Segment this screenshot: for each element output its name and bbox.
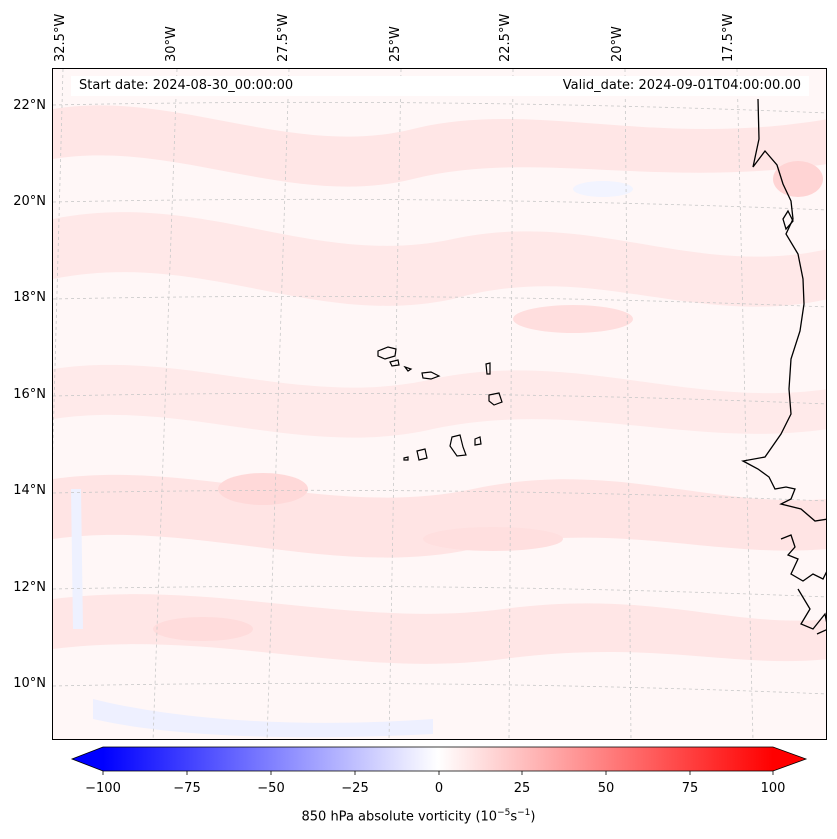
lat-label-10n: 10°N [13,676,46,691]
vorticity-streak-negative [93,699,433,738]
africa-coastline [780,534,826,635]
vorticity-streak-negative [71,489,83,629]
vorticity-patch-positive [423,527,563,551]
colorbar-gradient [103,747,773,771]
colorbar-tick-label: 25 [513,781,531,796]
vorticity-band-positive [53,105,826,187]
island-outlines [377,346,503,461]
colorbar-title-end: ) [530,809,536,825]
vorticity-band-positive [53,212,826,307]
vorticity-patch-positive [218,473,308,505]
colorbar-title-text: 850 hPa absolute vorticity (10 [301,809,498,825]
lat-label-16n: 16°N [13,387,46,402]
vorticity-map [53,69,826,739]
vorticity-patch-positive [513,305,633,333]
colorbar-title-unit: s [510,809,518,825]
lat-label-12n: 12°N [13,580,46,595]
vorticity-patch-positive [153,617,253,641]
vorticity-band-positive [53,364,826,438]
map-panel [52,68,827,740]
colorbar-tick-label: 50 [597,781,615,796]
africa-coastline [741,98,826,522]
lat-label-18n: 18°N [13,290,46,305]
colorbar-tick-label: −100 [85,781,121,796]
colorbar-tick-label: −75 [173,781,201,796]
colorbar-title-exp1: −5 [497,808,511,818]
colorbar-extend-min [72,747,103,771]
lat-label-14n: 14°N [13,483,46,498]
vorticity-band-positive [53,594,826,664]
start-date-label: Start date: 2024-08-30_00:00:00 [79,78,294,93]
colorbar-extend-max [773,747,806,771]
vorticity-patch-negative [573,181,633,197]
lat-label-22n: 22°N [13,98,46,113]
colorbar-title-exp2: −1 [517,808,531,818]
colorbar-ticks [102,771,774,775]
colorbar-tick-label: 0 [434,781,444,796]
colorbar-title: 850 hPa absolute vorticity (10−5s−1) [0,808,837,824]
date-info-bar: Start date: 2024-08-30_00:00:00 Valid_da… [71,76,809,96]
graticule [53,69,826,739]
colorbar-tick-label: −50 [257,781,285,796]
colorbar-tick-label: 100 [760,781,786,796]
valid-date-label: Valid_date: 2024-09-01T04:00:00.00 [562,78,801,93]
lat-label-20n: 20°N [13,194,46,209]
colorbar-tick-label: −25 [341,781,369,796]
africa-coastline [782,209,794,231]
colorbar-tick-label: 75 [681,781,699,796]
